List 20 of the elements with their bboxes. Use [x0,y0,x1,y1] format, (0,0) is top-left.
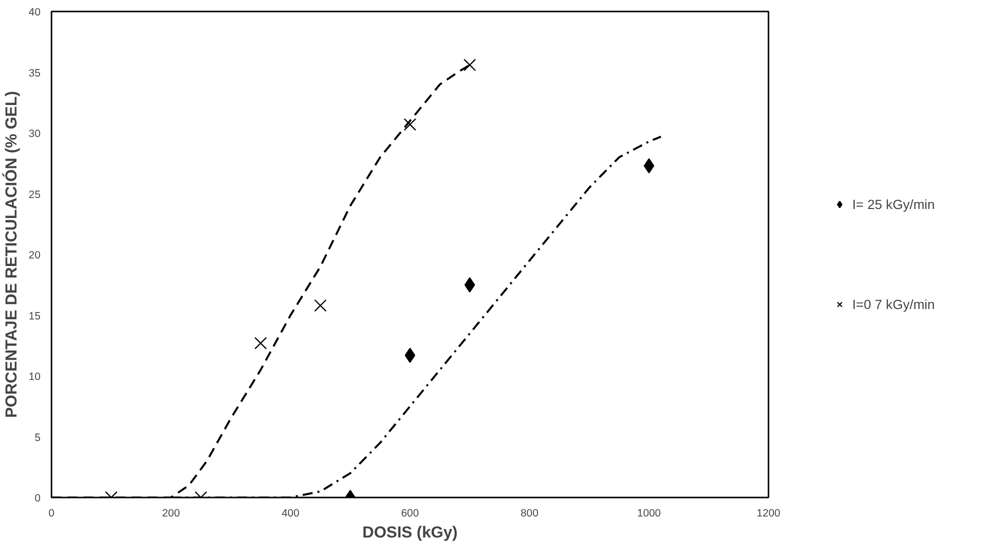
x-tick-label: 1000 [637,508,661,520]
x-tick-label: 800 [520,508,538,520]
legend-label: I= 25 kGy/min [852,196,935,212]
y-tick-label: 15 [28,310,41,322]
y-tick-label: 25 [28,188,41,201]
x-tick-label: 1200 [756,508,780,520]
y-tick-label: 40 [28,6,41,18]
legend-label: I=0 7 kGy/min [852,296,935,312]
x-tick-label: 200 [162,508,180,520]
y-tick-label: 0 [34,492,41,504]
y-axis-title: PORCENTAJE DE RETICULACIÓN (% GEL) [2,91,21,418]
x-tick-label: 0 [48,508,55,520]
x-tick-label: 400 [282,508,300,520]
y-tick-label: 20 [28,250,41,262]
y-tick-label: 30 [28,128,41,140]
x-axis-title: DOSIS (kGy) [362,524,458,542]
y-tick-label: 35 [28,67,41,80]
y-tick-label: 5 [34,432,41,444]
y-tick-label: 10 [28,371,41,383]
x-tick-label: 600 [401,508,419,520]
